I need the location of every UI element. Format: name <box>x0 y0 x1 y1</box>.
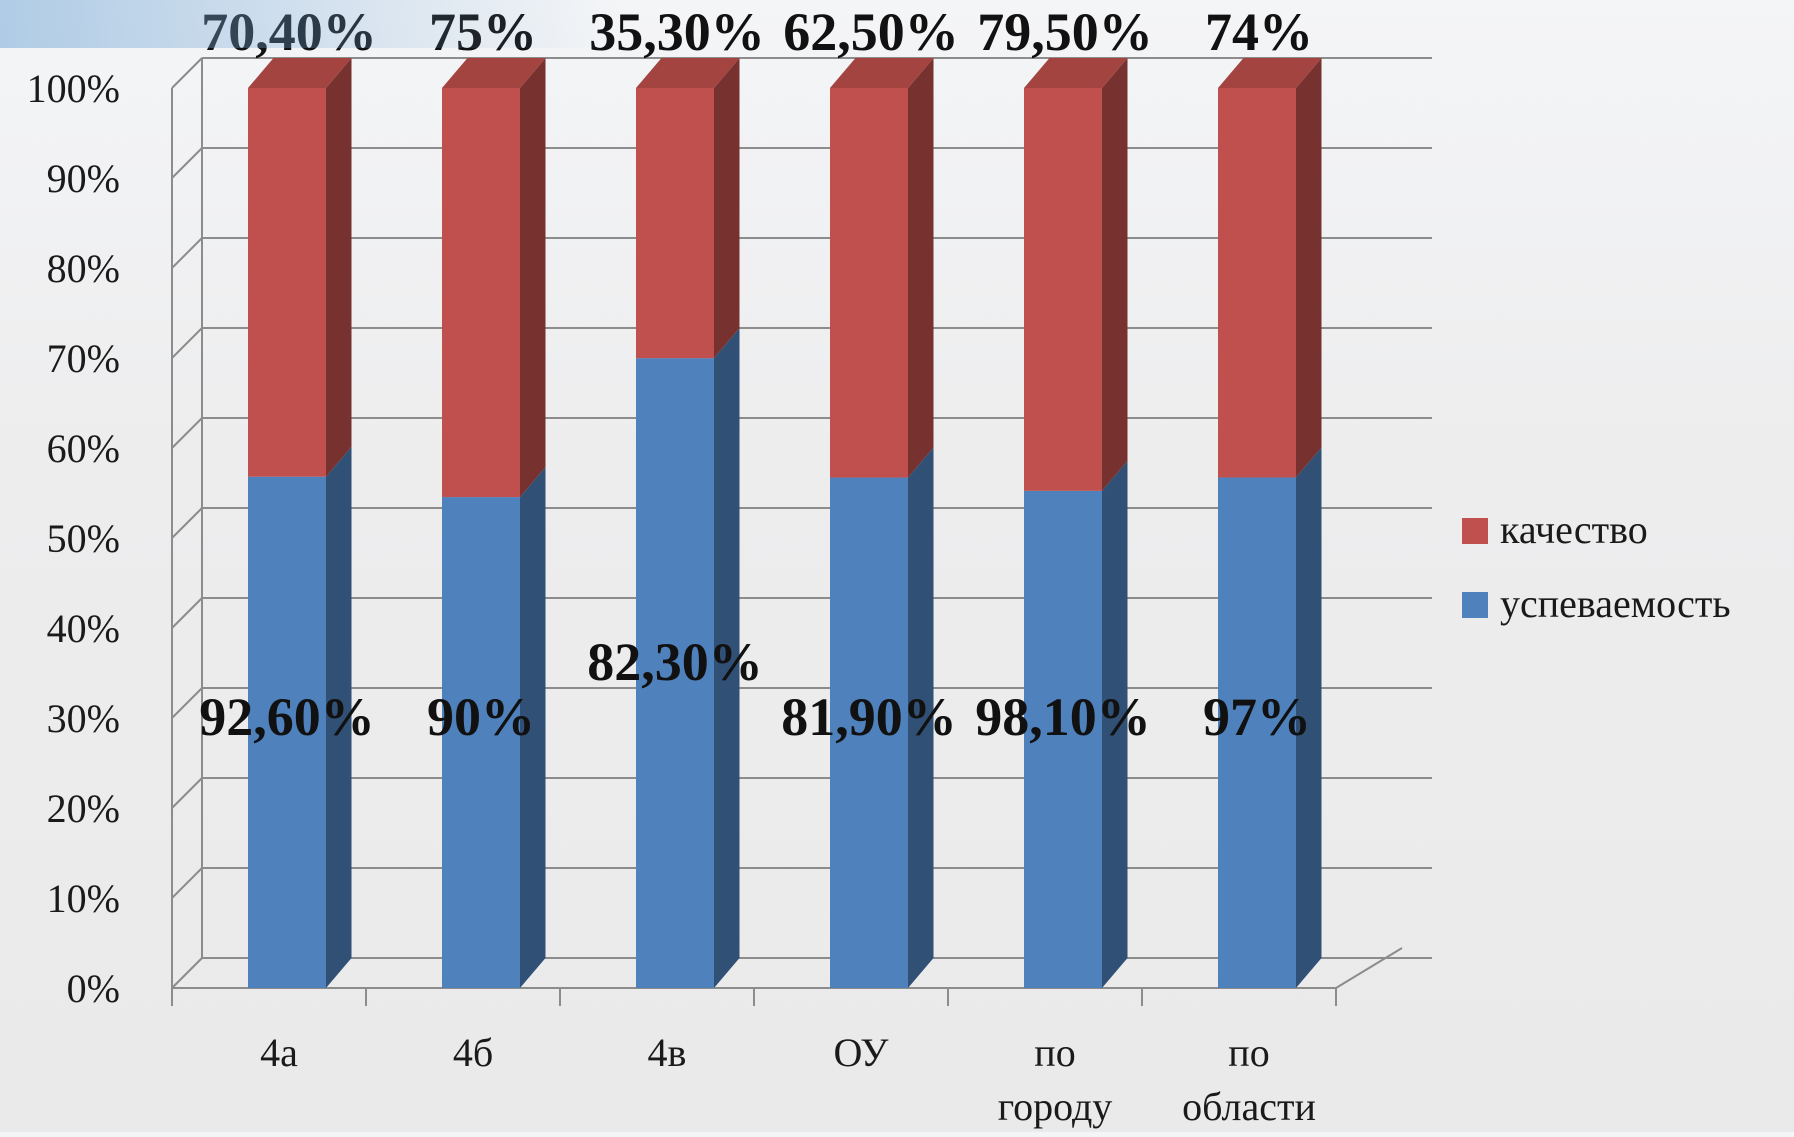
data-label-uspevaemost: 90% <box>427 687 535 747</box>
gridline-depth <box>171 327 203 359</box>
gridline-depth <box>171 867 203 899</box>
data-label-kachestvo: 79,50% <box>977 2 1153 62</box>
bar-side-kachestvo <box>1102 58 1128 491</box>
x-tick-label: по <box>1228 1030 1269 1075</box>
bar-segment-kachestvo <box>1024 88 1102 491</box>
y-tick-label: 90% <box>47 156 120 201</box>
y-tick-label: 10% <box>47 876 120 921</box>
gridline-depth <box>171 237 203 269</box>
bar-side-uspevaemost <box>714 328 740 988</box>
x-tick-label: городу <box>998 1084 1113 1129</box>
bar-segment-uspevaemost <box>1024 490 1102 988</box>
floor-edge <box>1335 947 1403 989</box>
legend-swatch <box>1462 518 1488 544</box>
bar-segment-uspevaemost <box>442 497 520 988</box>
x-tick-label: 4б <box>453 1030 493 1075</box>
y-tick-label: 100% <box>27 66 120 111</box>
gridline-depth <box>171 687 203 719</box>
bar-top <box>830 58 934 88</box>
bar-side-kachestvo <box>714 58 740 359</box>
gridline-depth <box>171 957 203 989</box>
bar-segment-kachestvo <box>636 88 714 359</box>
floor <box>172 958 1402 988</box>
corner-decoration <box>0 0 620 48</box>
legend-swatch <box>1462 592 1488 618</box>
data-label-uspevaemost: 81,90% <box>781 687 957 747</box>
bar-top <box>1218 58 1322 88</box>
bar-side-uspevaemost <box>1296 447 1322 988</box>
bar-segment-kachestvo <box>248 88 326 477</box>
gridline-depth <box>171 507 203 539</box>
bar-side-uspevaemost <box>326 446 352 988</box>
bar-segment-uspevaemost <box>248 476 326 988</box>
bar-side-uspevaemost <box>520 467 546 988</box>
gridline-depth <box>171 777 203 809</box>
bar-segment-uspevaemost <box>1218 477 1296 988</box>
gridline-depth <box>171 417 203 449</box>
y-tick-label: 20% <box>47 786 120 831</box>
y-tick-label: 60% <box>47 426 120 471</box>
legend-label: качество <box>1500 507 1648 552</box>
bar-top <box>1024 58 1128 88</box>
y-tick-label: 70% <box>47 336 120 381</box>
x-tick-label: по <box>1034 1030 1075 1075</box>
data-label-kachestvo: 62,50% <box>783 2 959 62</box>
x-tick-label: ОУ <box>834 1030 890 1075</box>
bar-side-kachestvo <box>520 58 546 498</box>
data-label-uspevaemost: 98,10% <box>975 687 1151 747</box>
data-label-uspevaemost: 97% <box>1203 687 1311 747</box>
bar-side-uspevaemost <box>1102 460 1128 989</box>
bar-side-kachestvo <box>1296 58 1322 478</box>
data-label-uspevaemost: 82,30% <box>587 632 763 692</box>
x-tick-label: 4в <box>648 1030 687 1075</box>
bar-side-kachestvo <box>908 58 934 478</box>
bar-segment-uspevaemost <box>830 477 908 988</box>
bar-side-kachestvo <box>326 58 352 477</box>
bar-top <box>636 58 740 88</box>
y-tick-label: 40% <box>47 606 120 651</box>
x-tick-label: 4а <box>260 1030 298 1075</box>
bar-segment-uspevaemost <box>636 358 714 988</box>
bar-segment-kachestvo <box>1218 88 1296 478</box>
gridline-depth <box>171 597 203 629</box>
data-label-uspevaemost: 92,60% <box>199 687 375 747</box>
y-tick-label: 30% <box>47 696 120 741</box>
bar-segment-kachestvo <box>830 88 908 478</box>
bar-segment-kachestvo <box>442 88 520 498</box>
x-tick-label: области <box>1182 1084 1316 1129</box>
y-tick-label: 50% <box>47 516 120 561</box>
bar-top <box>248 58 352 88</box>
data-label-kachestvo: 74% <box>1205 2 1313 62</box>
bar-top <box>442 58 546 88</box>
bar-side-uspevaemost <box>908 447 934 988</box>
gridline-depth <box>171 147 203 179</box>
legend-label: успеваемость <box>1500 581 1731 626</box>
y-tick-label: 0% <box>67 966 120 1011</box>
gridline-depth <box>171 57 203 89</box>
y-tick-label: 80% <box>47 246 120 291</box>
